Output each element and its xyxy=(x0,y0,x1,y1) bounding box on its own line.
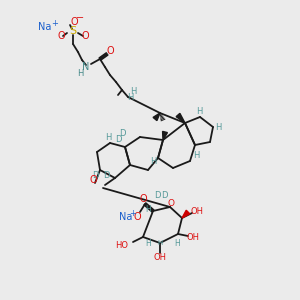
Text: O: O xyxy=(133,212,141,222)
Text: Na: Na xyxy=(119,212,133,222)
Text: H: H xyxy=(196,107,202,116)
Text: S: S xyxy=(69,26,76,36)
Text: H: H xyxy=(158,240,163,246)
Text: OH: OH xyxy=(190,206,203,215)
Text: OH: OH xyxy=(187,233,200,242)
Text: H: H xyxy=(150,158,156,166)
Text: D: D xyxy=(119,128,125,137)
Text: O: O xyxy=(81,31,89,41)
Text: H: H xyxy=(145,239,151,248)
Text: O: O xyxy=(89,175,97,185)
Text: Na: Na xyxy=(38,22,52,32)
Text: H: H xyxy=(105,134,111,142)
Text: H: H xyxy=(193,151,199,160)
Text: O: O xyxy=(106,46,114,56)
Text: HO: HO xyxy=(115,241,128,250)
Text: H: H xyxy=(130,86,136,95)
Text: D: D xyxy=(103,170,109,179)
Polygon shape xyxy=(176,113,185,123)
Text: D: D xyxy=(154,190,160,200)
Text: O: O xyxy=(167,199,175,208)
Text: H: H xyxy=(215,122,221,131)
Text: +: + xyxy=(52,19,58,28)
Text: O: O xyxy=(70,17,78,27)
Text: N: N xyxy=(82,62,90,72)
Text: −: − xyxy=(76,13,84,23)
Text: H: H xyxy=(145,206,151,214)
Polygon shape xyxy=(182,210,190,218)
Text: D: D xyxy=(115,136,121,145)
Polygon shape xyxy=(163,131,167,140)
Text: +: + xyxy=(130,209,136,218)
Text: O: O xyxy=(139,194,147,204)
Text: H: H xyxy=(174,238,180,247)
Text: H: H xyxy=(127,92,133,101)
Text: OH: OH xyxy=(154,254,166,262)
Text: H: H xyxy=(77,68,83,77)
Text: O: O xyxy=(57,31,65,41)
Polygon shape xyxy=(153,113,160,121)
Text: D: D xyxy=(161,191,167,200)
Text: D: D xyxy=(92,170,98,179)
